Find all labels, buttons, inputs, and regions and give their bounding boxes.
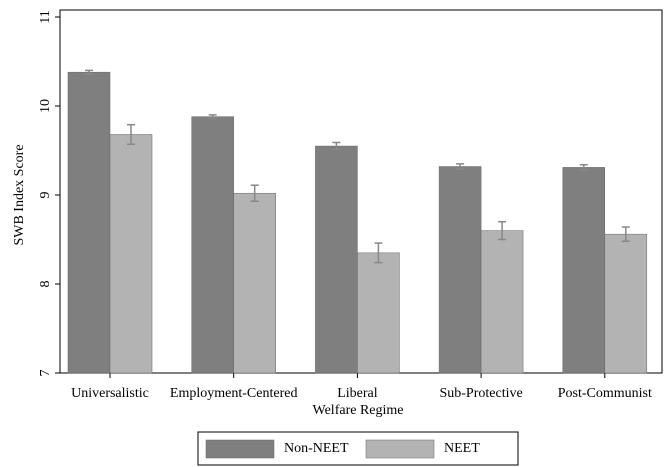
error-bar [127,123,135,146]
y-tick-label: 10 [38,99,53,113]
error-bar [456,163,465,170]
x-tick-label: Liberal [337,386,378,401]
bar [67,71,111,374]
error-bar [85,69,93,75]
bar [191,116,234,374]
legend-label: Non-NEET [284,441,349,456]
y-tick-label: 11 [38,10,53,23]
error-bar [208,114,217,120]
error-bar [332,141,341,151]
x-tick-label: Post-Communist [558,386,652,401]
error-bar [374,242,383,264]
y-tick-label: 9 [38,192,53,199]
legend-label: NEET [444,441,480,456]
bar [315,145,358,374]
bar [480,230,524,374]
bar [604,233,648,374]
error-bar [250,184,259,202]
x-tick-label: Sub-Protective [439,386,522,401]
bar [357,252,400,374]
bar [562,167,606,374]
bar [233,192,276,374]
error-bar [579,163,588,171]
y-axis-label: SWB Index Score [12,144,27,245]
error-bar [498,220,507,241]
bar [109,134,153,374]
x-tick-label: Employment-Centered [170,386,298,401]
legend-swatch [205,439,275,459]
legend-swatch [365,439,435,459]
x-axis-label: Welfare Regime [313,403,404,418]
y-tick-label: 8 [38,281,53,288]
y-tick-label: 7 [38,370,53,377]
error-bar [621,226,630,243]
bar [438,166,482,374]
x-tick-label: Universalistic [71,386,149,401]
